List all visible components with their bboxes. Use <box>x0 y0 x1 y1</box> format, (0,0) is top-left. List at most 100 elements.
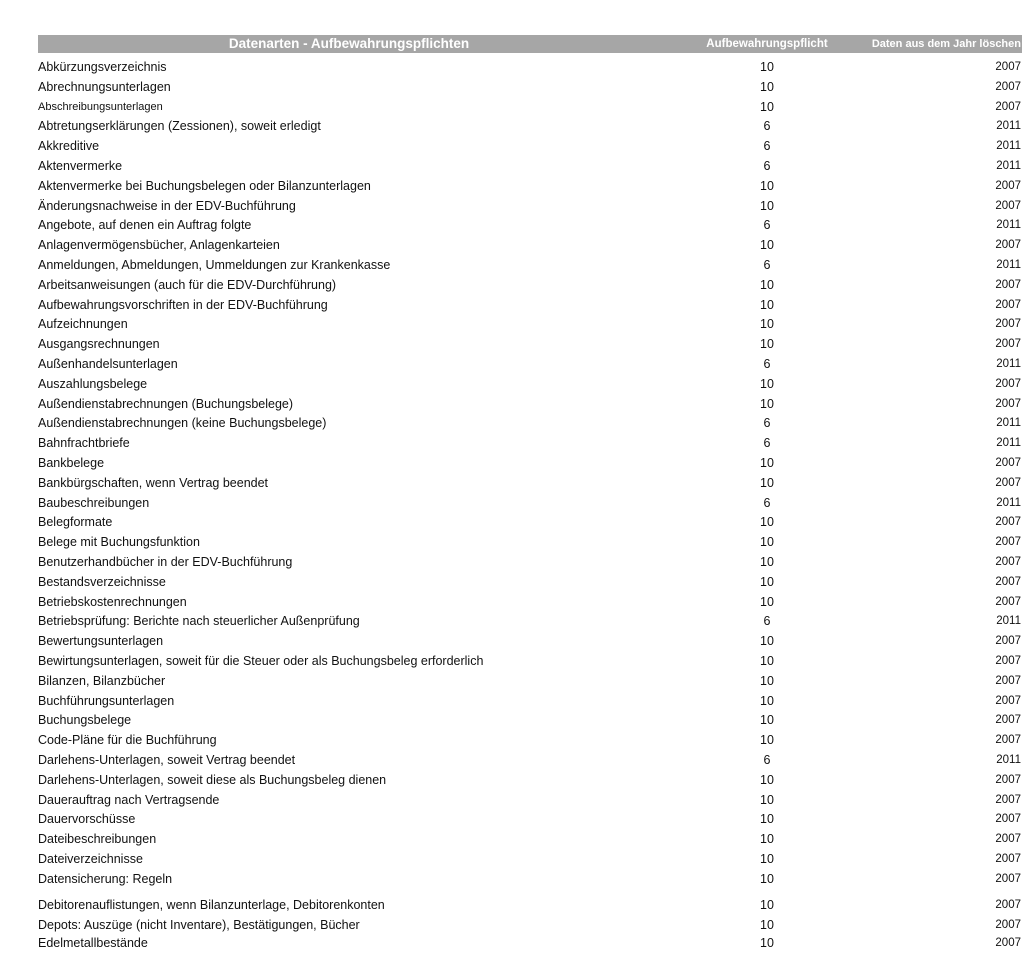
row-name: Belegformate <box>38 515 113 530</box>
row-retention-years: 10 <box>760 99 774 114</box>
row-retention-years: 6 <box>763 139 771 154</box>
row-delete-year: 2007 <box>995 556 1021 568</box>
table-row: Edelmetallbestände 10 2007 <box>38 933 1022 953</box>
row-retention-years: 10 <box>760 634 774 649</box>
table-row: Buchführungsunterlagen 10 2007 <box>38 691 1022 711</box>
row-name: Abschreibungsunterlagen <box>38 100 163 113</box>
row-retention-years: 10 <box>760 772 774 787</box>
row-retention-years: 10 <box>760 673 774 688</box>
row-name: Bilanzen, Bilanzbücher <box>38 673 166 688</box>
table-row: Buchungsbelege 10 2007 <box>38 710 1022 730</box>
table-row: Bahnfrachtbriefe 6 2011 <box>38 433 1022 453</box>
row-delete-year: 2007 <box>995 833 1021 846</box>
row-retention-years: 10 <box>760 396 774 411</box>
table-row: Aktenvermerke bei Buchungsbelegen oder B… <box>38 176 1022 196</box>
table-row: Auszahlungsbelege 10 2007 <box>38 374 1022 394</box>
row-delete-year: 2007 <box>995 179 1021 192</box>
table-row: Bankbürgschaften, wenn Vertrag beendet 10… <box>38 473 1022 493</box>
row-retention-years: 6 <box>763 416 771 431</box>
row-delete-year: 2007 <box>995 338 1021 351</box>
row-delete-year: 2007 <box>995 919 1021 931</box>
table-row: Datensicherung: Regeln 10 2007 <box>38 869 1022 889</box>
row-name: Edelmetallbestände <box>38 936 148 950</box>
table-row: Depots: Auszüge (nicht Inventare), Bestä… <box>38 915 1022 935</box>
row-name: Bankbelege <box>38 456 105 470</box>
row-delete-year: 2007 <box>995 476 1021 489</box>
table-row: Baubeschreibungen 6 2011 <box>38 493 1022 513</box>
header-delete-year: Daten aus dem Jahr löschen <box>871 38 1021 50</box>
row-name: Außenhandelsunterlagen <box>38 357 178 371</box>
row-retention-years: 10 <box>760 297 774 312</box>
row-retention-years: 10 <box>760 535 774 550</box>
row-delete-year: 2007 <box>995 457 1021 469</box>
row-retention-years: 10 <box>760 654 774 668</box>
row-delete-year: 2007 <box>995 278 1021 291</box>
table-row: Bestandsverzeichnisse 10 2007 <box>38 572 1022 592</box>
row-delete-year: 2011 <box>996 140 1021 153</box>
row-delete-year: 2011 <box>996 754 1021 766</box>
row-name: Buchungsbelege <box>38 713 132 728</box>
table-row: Dauerauftrag nach Vertragsende 10 2007 <box>38 790 1022 810</box>
row-retention-years: 10 <box>760 852 774 866</box>
table-row: Code-Pläne für die Buchführung 10 2007 <box>38 730 1022 750</box>
row-retention-years: 6 <box>763 436 771 451</box>
row-retention-years: 10 <box>760 693 774 708</box>
row-name: Bestandsverzeichnisse <box>38 574 166 589</box>
table-row: Aufzeichnungen 10 2007 <box>38 314 1022 334</box>
table-row: Dateiverzeichnisse 10 2007 <box>38 849 1022 869</box>
row-retention-years: 10 <box>760 574 774 589</box>
row-delete-year: 2007 <box>995 655 1021 667</box>
table-row: Dauervorschüsse 10 2007 <box>38 809 1022 829</box>
row-name: Angebote, auf denen ein Auftrag folgte <box>38 218 252 233</box>
table-row: Angebote, auf denen ein Auftrag folgte 6 2… <box>38 215 1022 235</box>
row-retention-years: 10 <box>760 792 774 807</box>
table-row: Betriebsprüfung: Berichte nach steuerlic… <box>38 611 1022 631</box>
row-name: Ausgangsrechnungen <box>38 337 160 352</box>
row-name: Baubeschreibungen <box>38 495 150 510</box>
row-delete-year: 2007 <box>995 298 1021 311</box>
row-name: Buchführungsunterlagen <box>38 693 175 708</box>
table-row: Benutzerhandbücher in der EDV-Buchführun… <box>38 552 1022 572</box>
row-name: Betriebskostenrechnungen <box>38 594 187 609</box>
row-retention-years: 10 <box>760 238 774 253</box>
table-row: Bilanzen, Bilanzbücher 10 2007 <box>38 671 1022 691</box>
row-retention-years: 10 <box>760 277 774 292</box>
row-name: Dateibeschreibungen <box>38 832 157 847</box>
row-name: Aktenvermerke <box>38 159 123 173</box>
row-name: Akkreditive <box>38 139 100 154</box>
row-delete-year: 2007 <box>995 714 1021 727</box>
row-delete-year: 2011 <box>996 496 1021 509</box>
row-name: Abkürzungsverzeichnis <box>38 60 167 74</box>
row-delete-year: 2011 <box>996 120 1021 133</box>
table-row: Bewertungsunterlagen 10 2007 <box>38 631 1022 651</box>
row-retention-years: 10 <box>760 594 774 609</box>
row-retention-years: 10 <box>760 918 774 932</box>
row-retention-years: 6 <box>763 258 771 272</box>
row-name: Darlehens-Unterlagen, soweit diese als B… <box>38 772 387 787</box>
row-retention-years: 10 <box>760 475 774 490</box>
table-row: Anlagenvermögensbücher, Anlagenkarteien 1… <box>38 235 1022 255</box>
row-delete-year: 2007 <box>995 937 1021 949</box>
row-retention-years: 10 <box>760 733 774 748</box>
row-delete-year: 2007 <box>995 239 1021 252</box>
row-retention-years: 10 <box>760 198 774 213</box>
row-retention-years: 6 <box>763 753 771 767</box>
row-delete-year: 2011 <box>996 437 1021 450</box>
row-name: Anmeldungen, Abmeldungen, Ummeldungen zu… <box>38 258 391 272</box>
table-row: Bewirtungsunterlagen, soweit für die Ste… <box>38 651 1022 671</box>
row-delete-year: 2011 <box>996 417 1021 430</box>
row-retention-years: 10 <box>760 178 774 193</box>
table-row: Änderungsnachweise in der EDV-Buchführun… <box>38 196 1022 216</box>
table-row: Außendienstabrechnungen (keine Buchungsb… <box>38 413 1022 433</box>
row-delete-year: 2007 <box>995 853 1021 865</box>
row-name: Aufzeichnungen <box>38 317 128 332</box>
row-delete-year: 2007 <box>995 61 1021 73</box>
row-delete-year: 2007 <box>995 100 1021 113</box>
row-retention-years: 10 <box>760 713 774 728</box>
row-retention-years: 10 <box>760 456 774 470</box>
table-row: Abtretungserklärungen (Zessionen), sowei… <box>38 116 1022 136</box>
row-name: Debitorenauflistungen, wenn Bilanzunterl… <box>38 898 385 912</box>
row-retention-years: 6 <box>763 119 771 134</box>
row-delete-year: 2007 <box>995 575 1021 588</box>
row-name: Benutzerhandbücher in der EDV-Buchführun… <box>38 555 293 569</box>
